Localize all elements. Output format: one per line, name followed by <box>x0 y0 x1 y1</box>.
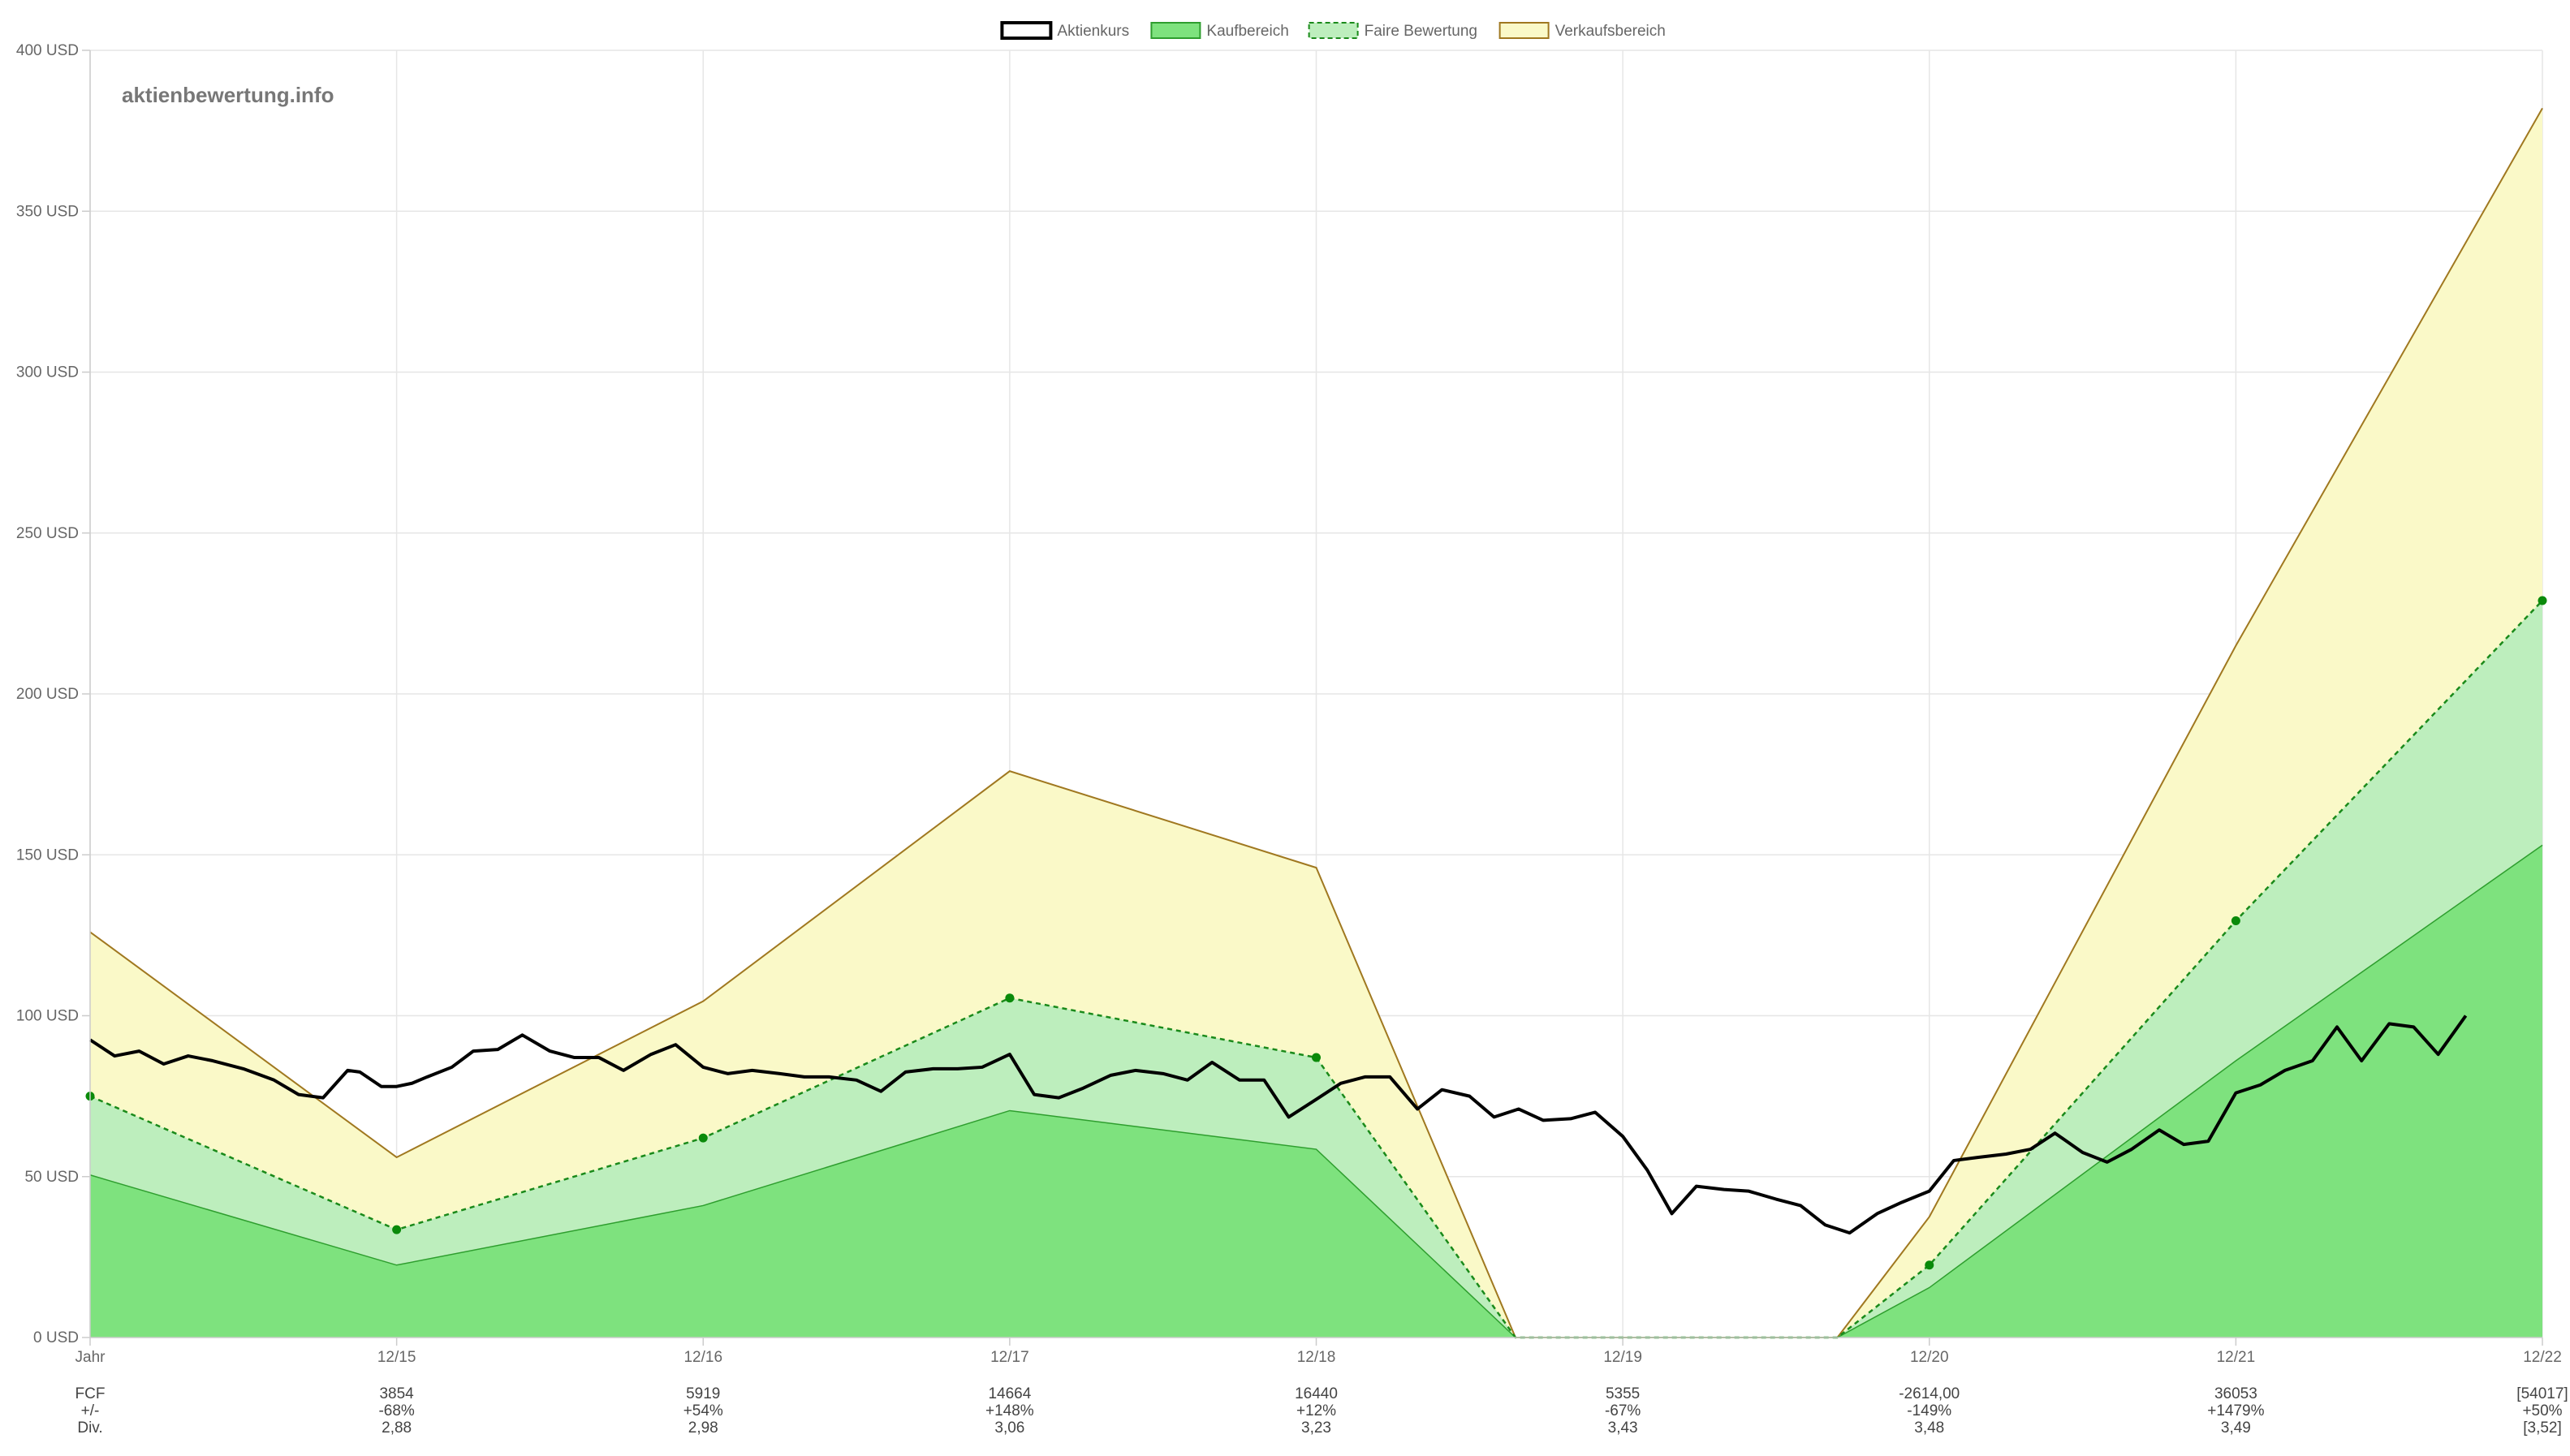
legend-label-fair: Faire Bewertung <box>1365 23 1477 40</box>
price-line <box>88 1014 2468 1235</box>
x-tick-label: 12/18 <box>1297 1349 1336 1366</box>
table-cell: 14664 <box>988 1385 1031 1402</box>
table-cell: 3,43 <box>1608 1419 1638 1437</box>
fair-point <box>2538 596 2547 605</box>
table-cell: 3,49 <box>2221 1419 2251 1437</box>
price-series <box>88 1014 2468 1235</box>
y-tick-label: 50 USD <box>24 1169 79 1186</box>
x-tick-label: 12/19 <box>1603 1349 1642 1366</box>
legend-swatch-buy <box>1150 22 1201 39</box>
table-cell: 5919 <box>686 1385 720 1402</box>
table-cell: +12% <box>1296 1402 1336 1419</box>
table-cell: 3,06 <box>994 1419 1024 1437</box>
y-tick-label: 350 USD <box>16 203 79 220</box>
legend-item-price[interactable]: Aktienkurs <box>1000 21 1129 40</box>
legend-item-sell[interactable]: Verkaufsbereich <box>1498 22 1666 40</box>
legend-label-buy: Kaufbereich <box>1206 23 1288 40</box>
table-cell: 2,88 <box>382 1419 412 1437</box>
table-cell: 2,98 <box>688 1419 718 1437</box>
x-tick-label: 12/21 <box>2217 1349 2256 1366</box>
table-cell: 16440 <box>1295 1385 1338 1402</box>
y-tick-label: 400 USD <box>16 42 79 59</box>
y-tick-label: 0 USD <box>33 1329 79 1346</box>
y-tick-label: 100 USD <box>16 1008 79 1025</box>
table-row-label: FCF <box>75 1385 106 1402</box>
legend-swatch-sell <box>1498 22 1550 39</box>
table-cell: 36053 <box>2214 1385 2257 1402</box>
legend-item-buy[interactable]: Kaufbereich <box>1150 22 1289 40</box>
fair-point <box>1312 1053 1321 1062</box>
fair-line <box>89 600 2543 1339</box>
legend-item-fair[interactable]: Faire Bewertung <box>1308 22 1477 40</box>
x-tick-label: 12/16 <box>683 1349 722 1366</box>
legend-swatch-price <box>1000 21 1053 40</box>
table-cell: [3,52] <box>2523 1419 2562 1437</box>
y-tick-label: 200 USD <box>16 686 79 703</box>
chart-axes: 0 USD 50 USD 100 USD 150 USD 200 USD 250 USD 3… <box>16 42 2562 1366</box>
chart-legend[interactable]: Aktienkurs Kaufbereich Faire Bewertung Verk… <box>1000 21 1666 40</box>
sell-line <box>89 107 2543 1338</box>
x-tick-label: 12/22 <box>2523 1349 2562 1366</box>
fair-area <box>90 601 2542 1338</box>
y-tick-label: 300 USD <box>16 364 79 381</box>
legend-label-sell: Verkaufsbereich <box>1555 23 1666 40</box>
x-tick-label: Jahr <box>75 1349 106 1366</box>
table-cell: [54017] <box>2516 1385 2568 1402</box>
y-tick-label: 150 USD <box>16 846 79 864</box>
valuation-bands <box>85 107 2547 1339</box>
table-cell: +54% <box>683 1402 723 1419</box>
sell-area <box>90 108 2542 1338</box>
legend-swatch-fair <box>1308 22 1359 39</box>
table-cell: 5355 <box>1606 1385 1640 1402</box>
fair-point <box>392 1225 402 1234</box>
x-tick-label: 12/20 <box>1910 1349 1949 1366</box>
fundamentals-table: FCF 3854 5919 14664 16440 5355 -2614,00 36053 [5… <box>75 1385 2568 1437</box>
table-row-label: Div. <box>77 1419 102 1437</box>
fair-point <box>2231 916 2240 926</box>
y-tick-label: 250 USD <box>16 525 79 542</box>
table-cell: -67% <box>1605 1402 1641 1419</box>
table-cell: 3,48 <box>1914 1419 1944 1437</box>
table-cell: +1479% <box>2207 1402 2264 1419</box>
x-tick-label: 12/17 <box>990 1349 1029 1366</box>
table-cell: 3,23 <box>1301 1419 1331 1437</box>
buy-area <box>90 845 2542 1338</box>
table-cell: +148% <box>985 1402 1034 1419</box>
table-cell: 3854 <box>379 1385 414 1402</box>
table-cell: -68% <box>378 1402 414 1419</box>
x-tick-label: 12/15 <box>377 1349 416 1366</box>
legend-label-price: Aktienkurs <box>1057 23 1129 40</box>
buy-line <box>89 844 2543 1338</box>
table-cell: -2614,00 <box>1899 1385 1960 1402</box>
table-cell: +50% <box>2522 1402 2562 1419</box>
watermark-text: aktienbewertung.info <box>122 83 334 107</box>
fair-point <box>698 1133 708 1143</box>
fair-point <box>1925 1260 1934 1270</box>
table-row-label: +/- <box>81 1402 100 1419</box>
fair-point <box>1005 993 1015 1003</box>
table-cell: -149% <box>1907 1402 1951 1419</box>
